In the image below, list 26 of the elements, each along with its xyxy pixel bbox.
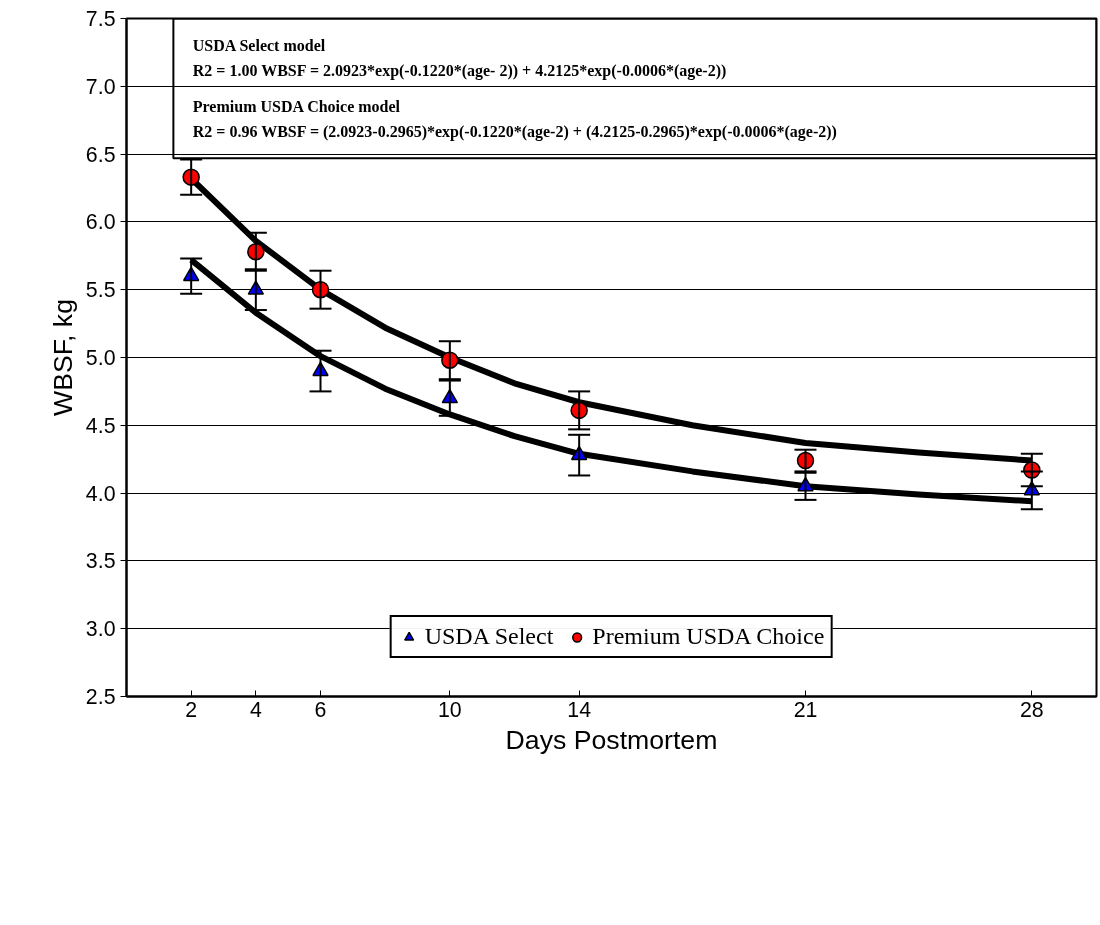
y-tick-label: 7.5 <box>85 7 116 31</box>
annotation: USDA Select model <box>192 37 326 55</box>
y-tick-label: 2.5 <box>85 685 116 709</box>
x-tick-label: 10 <box>437 697 462 722</box>
annotation: R2 = 1.00 WBSF = 2.0923*exp(-0.1220*(age- 2)) + 4.2125*exp(-0.0006*(age-2)) <box>192 61 727 80</box>
annotation: R2 = 0.96 WBSF = (2.0923-0.2965)*exp(-0.1220*(age-2) + (4.2125-0.2965)*exp(-0.0006*(age-2)) <box>192 122 837 141</box>
y-tick-label: 4.5 <box>85 413 116 438</box>
x-tick-label: 14 <box>567 697 592 722</box>
y-tick-label: 3.0 <box>85 617 116 642</box>
y-tick-label: 4.0 <box>85 481 116 506</box>
y-tick-label: 6.0 <box>85 210 116 235</box>
legend-label: Premium USDA Choice <box>592 623 825 650</box>
y-tick-label: 6.5 <box>85 142 116 167</box>
y-tick-label: 7.0 <box>85 74 116 99</box>
annotation: Premium USDA Choice model <box>192 98 401 116</box>
x-tick-label: 6 <box>314 697 327 722</box>
x-axis-title: Days Postmortem <box>505 724 718 755</box>
x-tick-label: 2 <box>185 697 198 722</box>
x-tick-label: 4 <box>249 697 262 722</box>
x-tick-label: 21 <box>793 697 818 722</box>
y-tick-label: 5.0 <box>85 346 116 370</box>
y-tick-label: 3.5 <box>85 549 116 574</box>
y-axis-title: WBSF, kg <box>47 298 78 417</box>
legend-label: USDA Select <box>424 623 554 650</box>
x-tick-label: 28 <box>1019 697 1044 722</box>
y-tick-label: 5.5 <box>85 278 116 303</box>
